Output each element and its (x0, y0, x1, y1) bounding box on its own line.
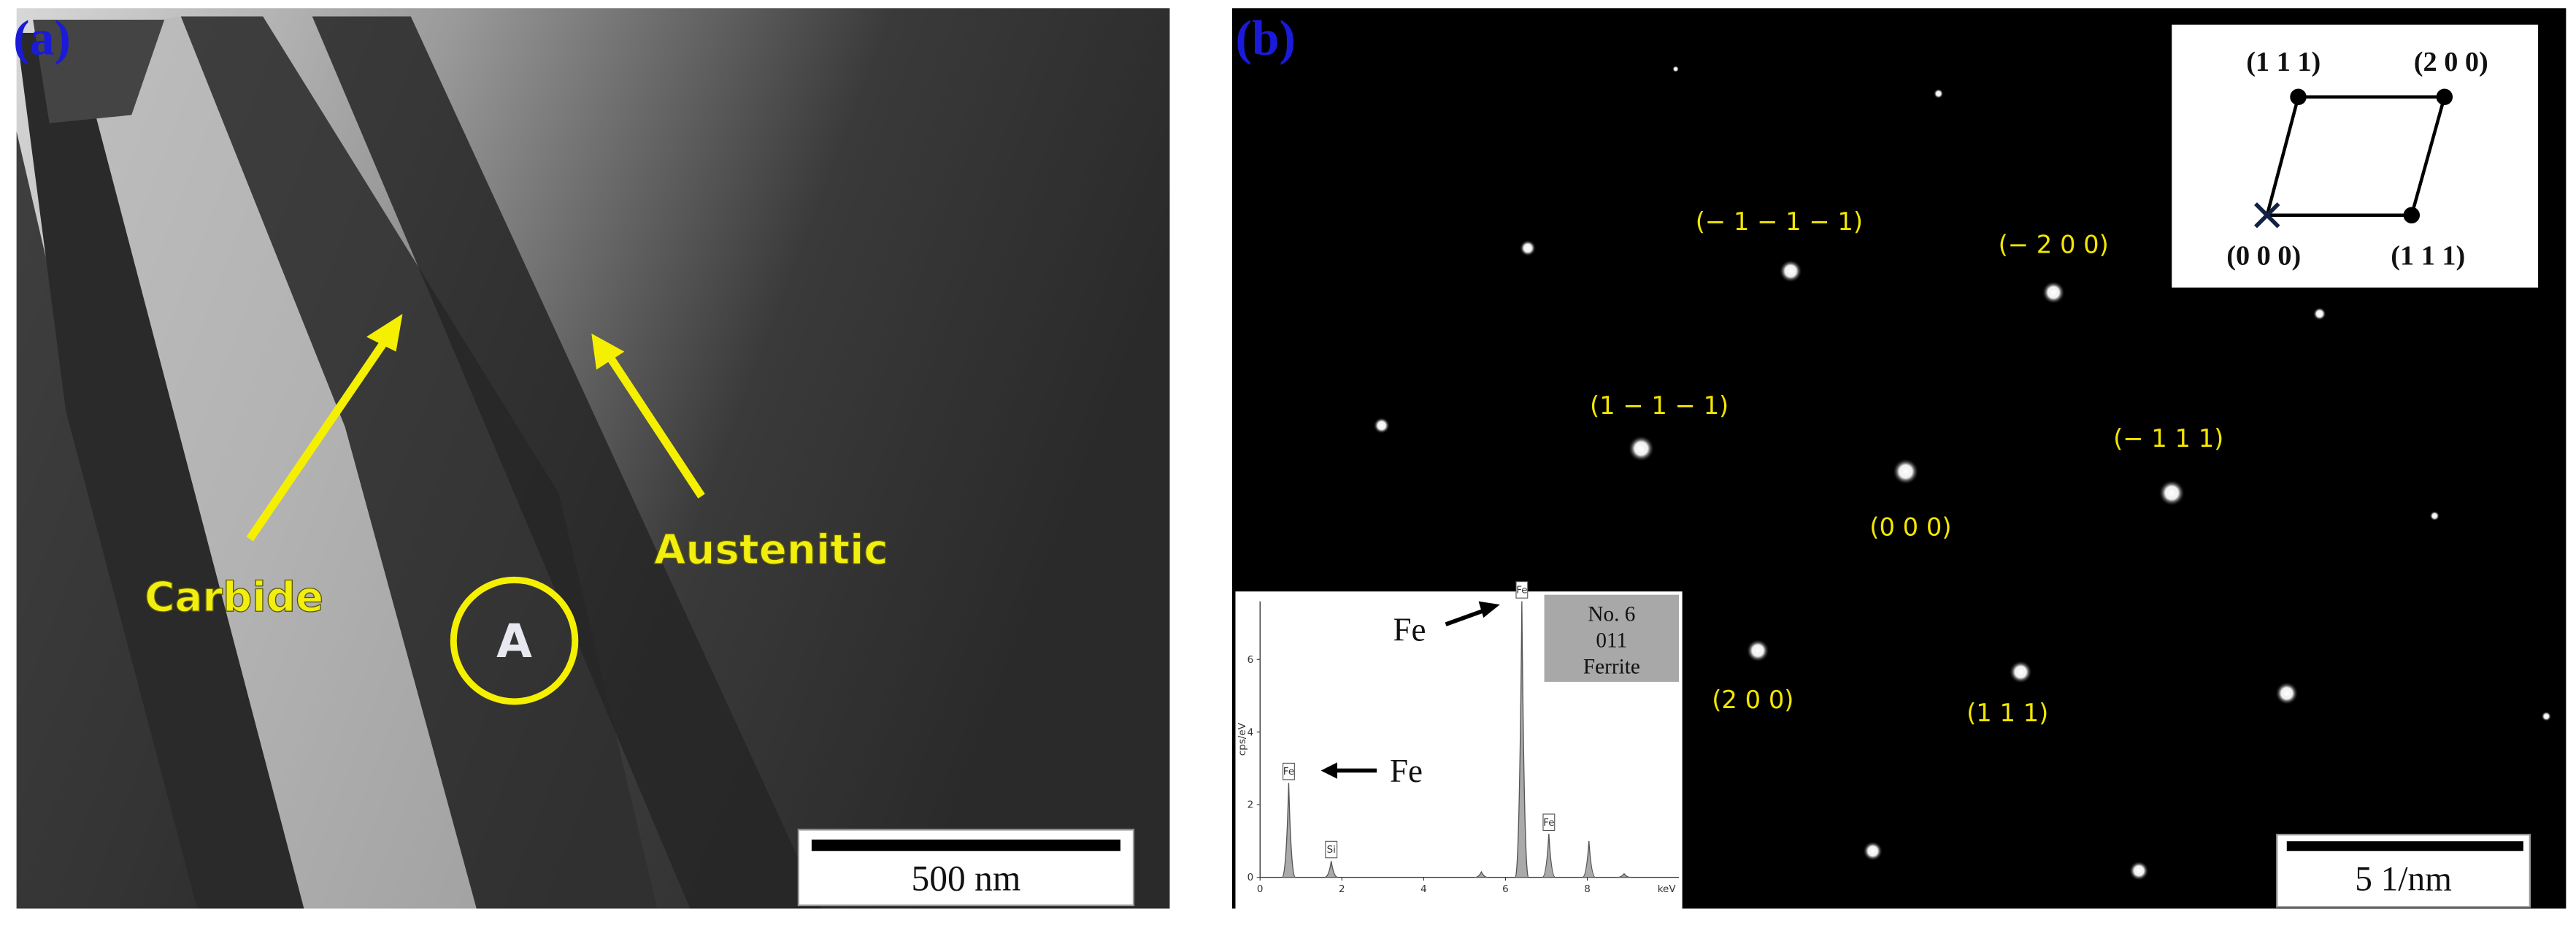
spot-label: (1 1 1) (1966, 699, 2048, 727)
key-origin (2254, 202, 2280, 229)
key-label: (0 0 0) (2226, 240, 2301, 271)
eds-x-tick-label: 6 (1502, 883, 1509, 895)
annotation: Austenitic (654, 526, 888, 574)
eds-y-tick-label: 6 (1247, 654, 1254, 666)
eds-arrow-label: Fe (1393, 612, 1426, 648)
band (33, 20, 165, 123)
spot-label: (− 1 − 1 − 1) (1696, 207, 1863, 236)
eds-peak (1281, 783, 1296, 878)
region-label: A (496, 615, 532, 668)
eds-y-tick-label: 4 (1247, 726, 1254, 738)
eds-x-tick-label: 2 (1339, 883, 1345, 895)
eds-x-tick-label: 4 (1420, 883, 1427, 895)
eds-arrow-label: Fe (1390, 753, 1423, 789)
eds-peak (1515, 601, 1529, 878)
eds-peak-tag (1325, 840, 1338, 859)
spots (1373, 66, 2552, 881)
scale-text: 5 1/nm (2355, 861, 2452, 899)
panel-a: (a) Carbide Austenitic A 500 nm (13, 8, 1170, 909)
eds-arrows (1320, 601, 1500, 779)
eds-y-tick-label: 2 (1247, 799, 1254, 811)
eds-peak (1617, 872, 1631, 878)
eds-x-unit: keV (1658, 883, 1677, 895)
panel-b: (b) (− 1 − 1 − 1) (− 2 0 0) (1 − 1 − 1) (− … (1231, 8, 2567, 909)
spot-label: (2 0 0) (1712, 686, 1793, 714)
scale-bar (811, 839, 1120, 851)
scale-bar (2286, 841, 2523, 851)
eds-y-label: cps/eV (1237, 722, 1248, 756)
eds-box-text: No. 6 (1588, 603, 1635, 626)
eds-x-tick-label: 8 (1584, 883, 1591, 895)
eds-x-tick-label: 0 (1257, 883, 1264, 895)
band (16, 33, 304, 909)
region-circle (450, 576, 579, 705)
eds-peak-tag (1542, 813, 1556, 832)
eds-peak-label: Si (1327, 844, 1336, 856)
eds-box (1544, 594, 1680, 682)
band (180, 16, 658, 909)
key-label: (2 0 0) (2414, 47, 2488, 77)
spot-label: (0 0 0) (1869, 513, 1951, 542)
spot-label: (− 2 0 0) (1999, 231, 2109, 259)
scale-text: 500 nm (911, 859, 1020, 899)
key-label: (1 1 1) (2246, 47, 2321, 77)
eds-peak (1582, 840, 1596, 878)
spot-label: (− 1 1 1) (2113, 424, 2223, 453)
eds-box-text: Ferrite (1583, 656, 1640, 679)
arrows (246, 313, 705, 542)
eds-peak-tag (1283, 762, 1295, 780)
spot-label: (1 − 1 − 1) (1590, 391, 1729, 420)
eds-peak-label: Fe (1543, 817, 1554, 829)
eds-box-text: 011 (1596, 629, 1627, 653)
band (312, 16, 822, 909)
eds-peak-label: Fe (1516, 584, 1527, 596)
eds-peak (1324, 861, 1338, 878)
band (74, 16, 477, 909)
eds-peak-tag (1515, 581, 1529, 599)
key-points (2290, 88, 2453, 224)
eds-y-tick-label: 0 (1247, 872, 1254, 883)
eds-peak (1475, 870, 1488, 878)
panel-label: (b) (1235, 10, 1295, 65)
annotation: Carbide (145, 574, 323, 621)
eds-peak-label: Fe (1283, 766, 1294, 778)
panel-label: (a) (13, 10, 71, 65)
eds-peak (1542, 834, 1556, 878)
key-label: (1 1 1) (2391, 240, 2465, 271)
key-box (2172, 24, 2539, 288)
